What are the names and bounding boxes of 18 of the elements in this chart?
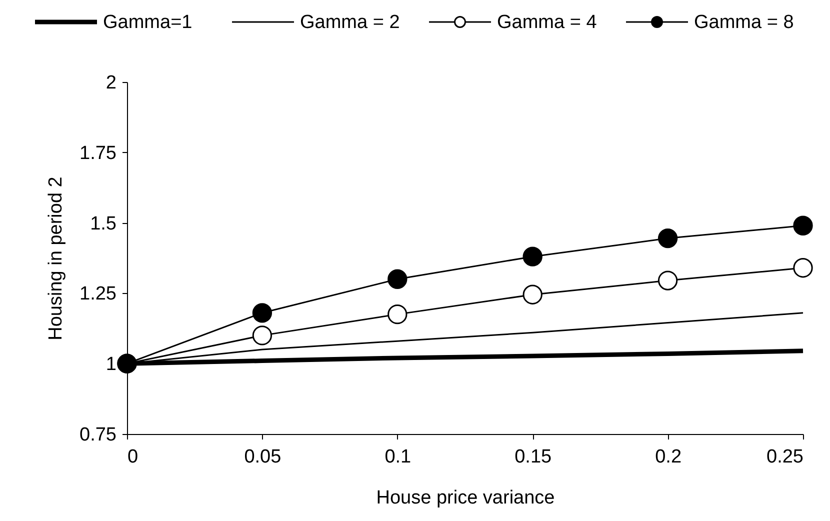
y-tick-label: 0.75 — [80, 424, 116, 446]
x-tick-label: 0.25 — [766, 446, 804, 468]
legend-label: Gamma = 4 — [497, 12, 598, 33]
y-tick-label: 1 — [106, 354, 116, 376]
x-axis-title: House price variance — [376, 488, 555, 508]
x-tick-label: 0.1 — [384, 446, 412, 468]
legend-label: Gamma=1 — [103, 12, 192, 33]
x-tick-label: 0 — [128, 446, 138, 468]
y-tick-label: 1.25 — [80, 284, 116, 305]
x-tick-label: 0.15 — [514, 446, 552, 468]
y-tick-label: 1.5 — [90, 213, 116, 234]
x-tick-label: 0.2 — [655, 446, 682, 468]
y-tick-label: 1.75 — [80, 142, 116, 164]
y-tick-label: 2 — [106, 72, 116, 94]
legend-label: Gamma = 2 — [300, 12, 400, 33]
legend-label: Gamma = 8 — [694, 12, 794, 33]
x-tick-label: 0.05 — [244, 446, 282, 468]
y-axis-title: Housing in period 2 — [46, 176, 67, 340]
